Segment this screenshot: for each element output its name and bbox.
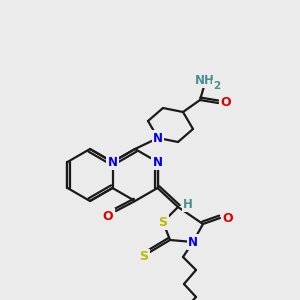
Text: S: S <box>158 215 167 229</box>
Text: N: N <box>152 155 163 169</box>
Text: N: N <box>188 236 198 248</box>
Text: O: O <box>223 212 233 224</box>
Text: H: H <box>183 197 193 211</box>
Text: NH: NH <box>195 74 215 86</box>
Text: N: N <box>153 131 163 145</box>
Text: 2: 2 <box>213 81 220 91</box>
Text: N: N <box>107 155 118 169</box>
Text: O: O <box>221 97 231 110</box>
Text: S: S <box>140 250 148 263</box>
Text: O: O <box>103 209 113 223</box>
